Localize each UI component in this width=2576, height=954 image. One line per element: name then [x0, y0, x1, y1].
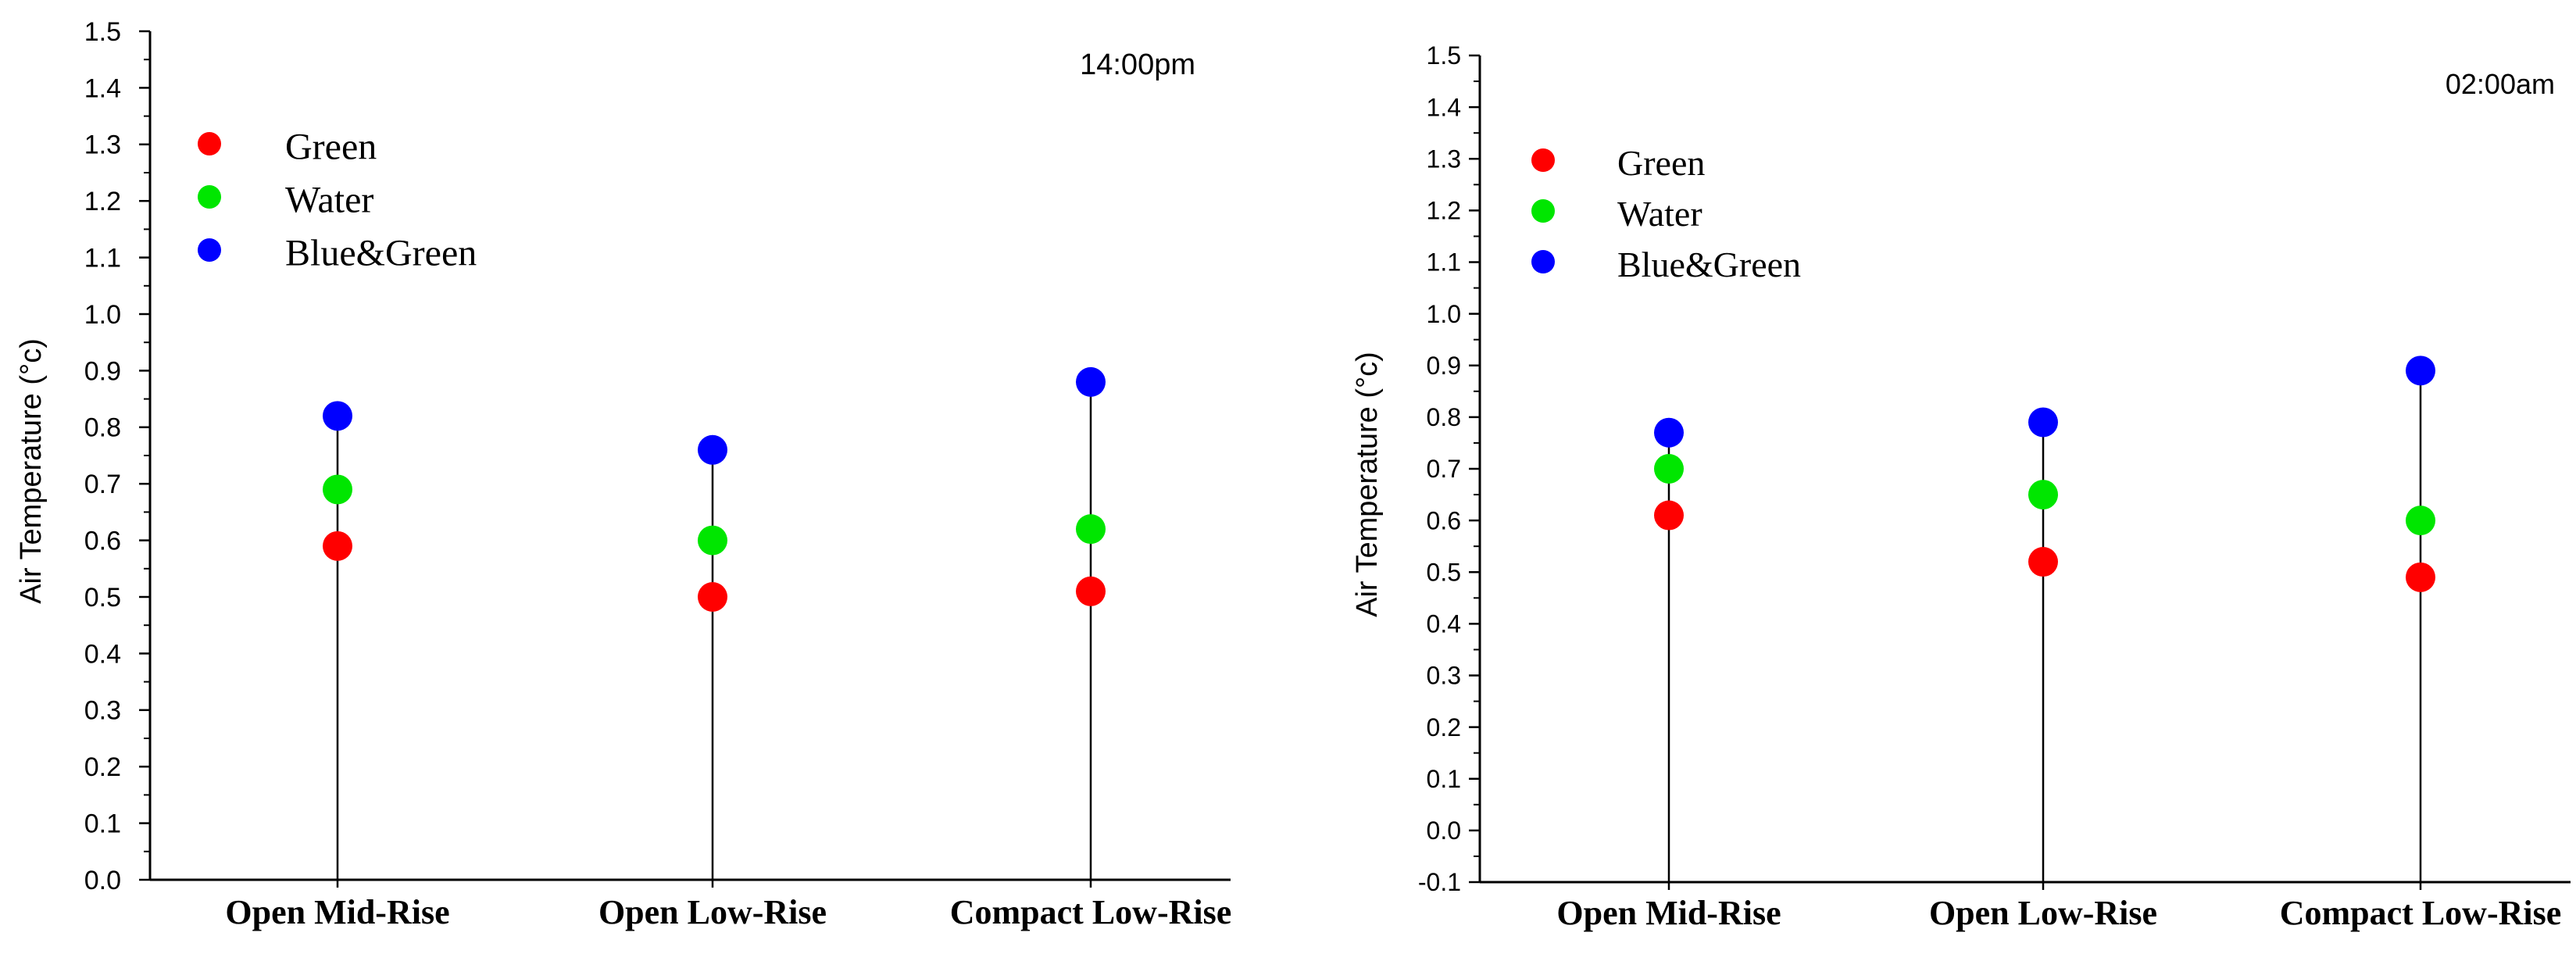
legend-marker — [198, 185, 221, 209]
point-green — [1076, 576, 1106, 606]
legend-marker — [198, 132, 221, 155]
point-water — [1076, 514, 1106, 545]
legend-marker — [1531, 250, 1555, 273]
y-tick-label: 1.1 — [84, 244, 121, 273]
y-tick-label: 0.2 — [84, 752, 121, 782]
point-blue-green — [1654, 417, 1684, 448]
y-tick-label: 1.4 — [1427, 93, 1461, 121]
y-tick-label: -0.1 — [1418, 868, 1461, 896]
chart-panel-night: -0.1 0.0 0.1 0.2 0.3 0.4 0.5 0.6 0.7 0.8 0.9 1.0 1.1… — [1351, 41, 2571, 932]
y-tick-label: 1.1 — [1427, 248, 1461, 277]
category-label: Compact Low-Rise — [950, 893, 1232, 931]
point-green — [1654, 500, 1684, 531]
y-tick-label: 0.5 — [84, 583, 121, 613]
category-label: Open Mid-Rise — [1556, 894, 1781, 932]
point-blue-green — [323, 401, 352, 431]
y-axis-title: Air Temperature (°c) — [1351, 352, 1384, 617]
legend-label: Water — [1617, 194, 1702, 234]
category-label: Open Mid-Rise — [225, 893, 449, 931]
legend-marker — [198, 238, 221, 262]
legend-marker — [1531, 199, 1555, 223]
y-tick-label: 0.6 — [84, 527, 121, 556]
point-water — [2028, 480, 2058, 510]
legend-label: Green — [285, 126, 377, 167]
y-tick-label: 1.2 — [1427, 197, 1461, 225]
category-label: Open Low-Rise — [598, 893, 827, 931]
point-water — [698, 525, 727, 556]
legend-label: Blue&Green — [285, 232, 477, 273]
y-tick-label: 1.3 — [84, 130, 121, 160]
y-tick-label: 0.3 — [1427, 662, 1461, 690]
point-water — [2406, 506, 2435, 536]
y-tick-label: 0.0 — [84, 866, 121, 895]
point-water — [323, 474, 352, 505]
y-tick-label: 1.5 — [1427, 41, 1461, 70]
point-green — [323, 531, 352, 561]
y-tick-label: 0.4 — [84, 639, 121, 669]
y-tick-label: 1.5 — [84, 17, 121, 47]
category-label: Open Low-Rise — [1929, 894, 2157, 932]
y-tick-label: 1.2 — [84, 187, 121, 216]
y-tick-label: 1.0 — [1427, 300, 1461, 328]
point-blue-green — [2028, 407, 2058, 438]
y-tick-label: 0.2 — [1427, 713, 1461, 741]
y-axis-title: Air Temperature (°c) — [15, 338, 48, 604]
time-annotation: 02:00am — [2446, 68, 2555, 100]
y-tick-label: 0.6 — [1427, 506, 1461, 534]
point-blue-green — [1076, 366, 1106, 397]
y-tick-label: 0.3 — [84, 696, 121, 726]
chart-panel-afternoon: 0.0 0.1 0.2 0.3 0.4 0.5 0.6 0.7 0.8 0.9 1.0 1.1 1.2 1… — [15, 17, 1231, 931]
y-tick-label: 0.9 — [84, 356, 121, 386]
y-tick-label: 0.7 — [84, 470, 121, 499]
legend-label: Water — [285, 179, 373, 220]
y-tick-label: 1.3 — [1427, 145, 1461, 173]
y-tick-label: 0.1 — [1427, 765, 1461, 793]
legend-label: Green — [1617, 143, 1705, 183]
time-annotation: 14:00pm — [1080, 48, 1195, 81]
point-water — [1654, 454, 1684, 484]
y-tick-label: 0.8 — [1427, 403, 1461, 431]
y-tick-label: 1.0 — [84, 300, 121, 330]
point-blue-green — [698, 434, 727, 465]
point-green — [698, 582, 727, 612]
y-tick-label: 0.5 — [1427, 558, 1461, 586]
y-tick-label: 0.9 — [1427, 352, 1461, 380]
point-blue-green — [2406, 356, 2435, 386]
point-green — [2406, 562, 2435, 592]
y-tick-label: 0.8 — [84, 413, 121, 443]
point-green — [2028, 547, 2058, 577]
y-tick-label: 0.4 — [1427, 610, 1461, 638]
y-tick-label: 1.4 — [84, 73, 121, 103]
y-tick-label: 0.0 — [1427, 816, 1461, 845]
y-tick-label: 0.1 — [84, 809, 121, 839]
category-label: Compact Low-Rise — [2280, 894, 2562, 932]
legend-marker — [1531, 148, 1555, 172]
y-tick-label: 0.7 — [1427, 455, 1461, 483]
legend-label: Blue&Green — [1617, 245, 1801, 284]
